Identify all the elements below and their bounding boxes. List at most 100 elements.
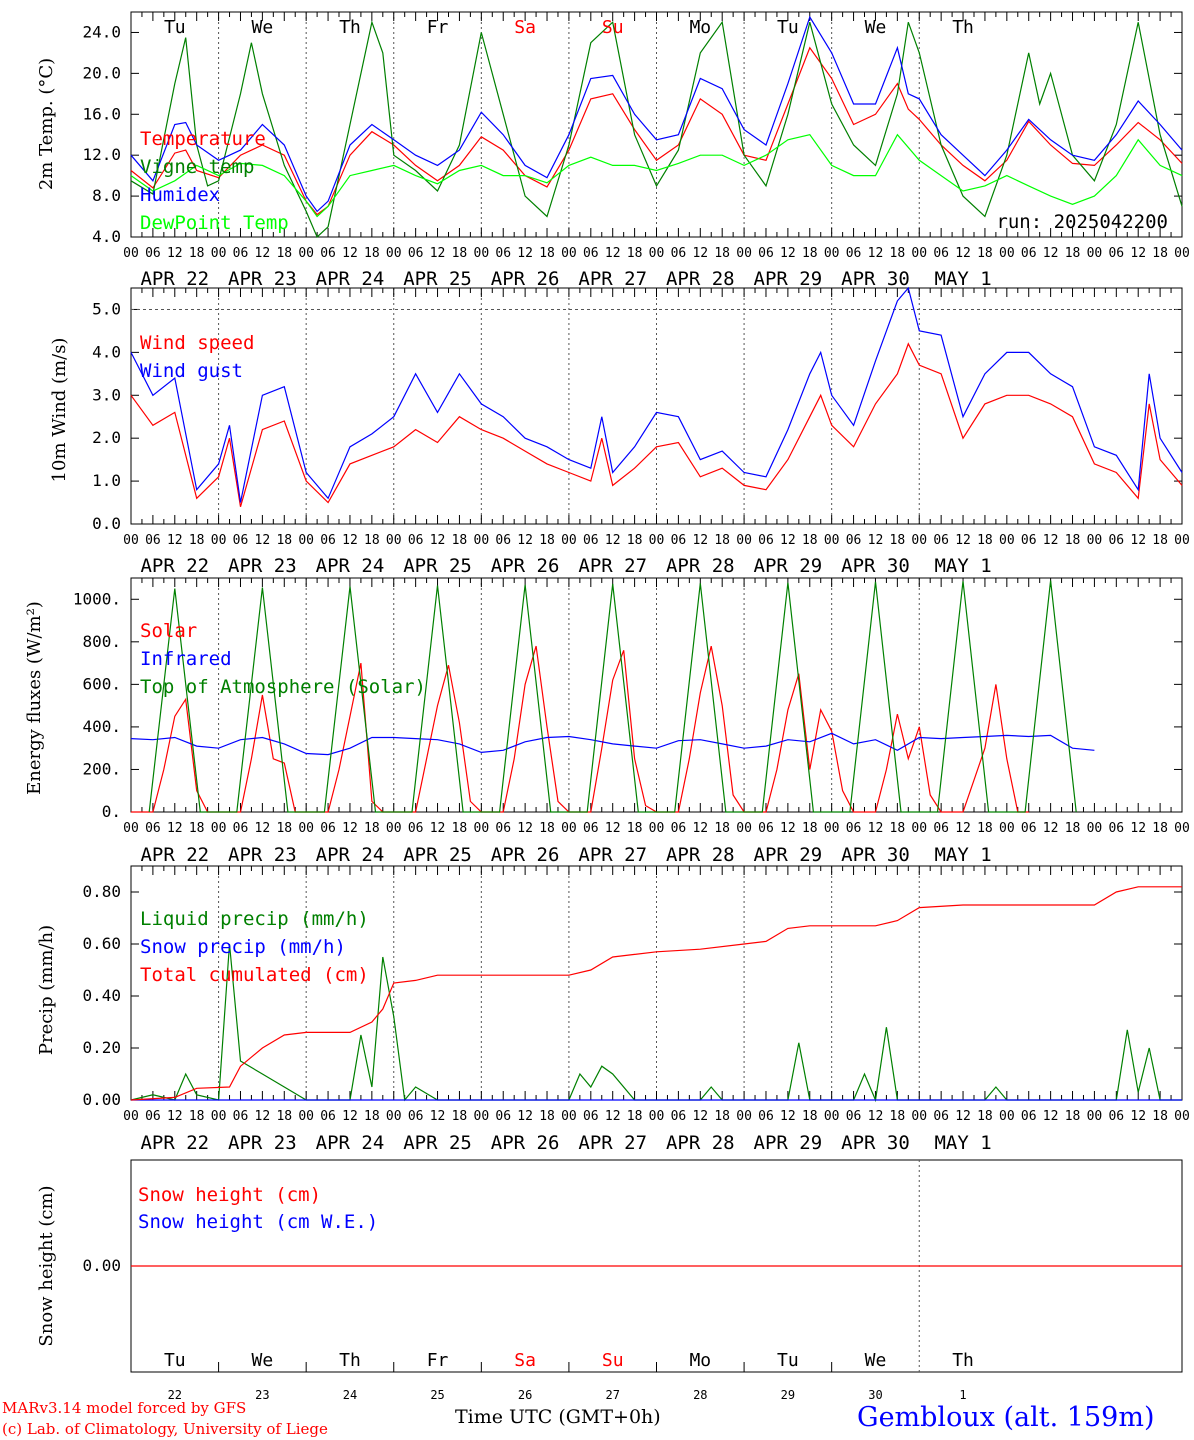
hour-tick-label: 12 — [955, 821, 971, 836]
date-label: APR 30 — [841, 268, 910, 290]
hour-tick-label: 00 — [999, 821, 1015, 836]
series-line-top-of-atmosphere-solar- — [148, 580, 1077, 813]
series-line-liquid-precip-mm-h- — [130, 943, 1182, 1103]
hour-tick-label: 00 — [911, 1109, 927, 1124]
date-label: APR 25 — [403, 844, 472, 866]
date-label: APR 25 — [403, 1132, 472, 1154]
hour-tick-label: 00 — [211, 821, 227, 836]
hour-tick-label: 12 — [517, 1109, 533, 1124]
hour-tick-label: 00 — [999, 1109, 1015, 1124]
hour-tick-label: 06 — [846, 1109, 862, 1124]
hour-tick-label: 06 — [1021, 246, 1037, 261]
y-tick-label: 2.0 — [92, 428, 121, 447]
hour-tick-label: 06 — [233, 246, 249, 261]
date-label: APR 26 — [491, 268, 560, 290]
hour-tick-label: 00 — [1087, 821, 1103, 836]
weekday-label-top: Th — [339, 17, 361, 38]
hour-tick-label: 18 — [1152, 533, 1168, 548]
hour-tick-label: 06 — [233, 1109, 249, 1124]
hour-tick-label: 00 — [649, 533, 665, 548]
hour-tick-label: 12 — [780, 821, 796, 836]
hour-tick-label: 12 — [1043, 821, 1059, 836]
legend-entry: Snow height (cm W.E.) — [138, 1211, 378, 1233]
day-number-label: 27 — [605, 1388, 619, 1402]
run-annotation: run: 2025042200 — [996, 211, 1168, 233]
date-label: APR 29 — [754, 844, 823, 866]
date-label: APR 28 — [666, 268, 735, 290]
y-tick-label: 600. — [82, 674, 121, 693]
weekday-label-bottom: Sa — [514, 1350, 536, 1371]
hour-tick-label: 12 — [692, 821, 708, 836]
weekday-label-top: Su — [602, 17, 624, 38]
hour-tick-label: 18 — [189, 246, 205, 261]
hour-tick-label: 18 — [1152, 821, 1168, 836]
date-label: APR 28 — [666, 555, 735, 577]
weekday-label-top: Mo — [689, 17, 711, 38]
series-line-humidex — [130, 15, 1183, 213]
y-axis-label: Energy fluxes (W/m²) — [24, 601, 45, 795]
hour-tick-label: 12 — [868, 533, 884, 548]
date-label: APR 23 — [228, 555, 297, 577]
hour-tick-label: 12 — [255, 1109, 271, 1124]
hour-tick-label: 18 — [802, 246, 818, 261]
date-label: MAY 1 — [934, 268, 991, 290]
hour-tick-label: 06 — [933, 821, 949, 836]
hour-tick-label: 00 — [561, 1109, 577, 1124]
hour-tick-label: 18 — [627, 1109, 643, 1124]
hour-tick-label: 00 — [561, 246, 577, 261]
y-tick-label: 12.0 — [82, 145, 121, 164]
date-label: APR 24 — [316, 1132, 385, 1154]
hour-tick-label: 06 — [583, 246, 599, 261]
date-label: APR 25 — [403, 555, 472, 577]
hour-tick-label: 00 — [298, 533, 314, 548]
hour-tick-label: 00 — [474, 533, 490, 548]
hour-tick-label: 12 — [517, 533, 533, 548]
hour-tick-label: 18 — [452, 246, 468, 261]
day-number-label: 30 — [868, 1388, 882, 1402]
date-label: MAY 1 — [934, 1132, 991, 1154]
y-tick-label: 0.40 — [82, 986, 121, 1005]
hour-tick-label: 00 — [561, 533, 577, 548]
hour-tick-label: 00 — [824, 821, 840, 836]
hour-tick-label: 12 — [342, 821, 358, 836]
hour-tick-label: 00 — [911, 533, 927, 548]
hour-tick-label: 06 — [145, 246, 161, 261]
weekday-label-top: Tu — [164, 17, 186, 38]
hour-tick-label: 12 — [1043, 533, 1059, 548]
hour-tick-label: 12 — [692, 533, 708, 548]
hour-tick-label: 00 — [649, 246, 665, 261]
y-tick-label: 3.0 — [92, 385, 121, 404]
legend-entry: Wind gust — [140, 360, 243, 382]
hour-tick-label: 00 — [386, 246, 402, 261]
weekday-label-top: We — [865, 17, 887, 38]
hour-tick-label: 06 — [495, 821, 511, 836]
hour-tick-label: 00 — [824, 1109, 840, 1124]
hour-tick-label: 06 — [145, 533, 161, 548]
hour-tick-label: 06 — [1108, 1109, 1124, 1124]
y-tick-label: 0.0 — [92, 514, 121, 533]
hour-tick-label: 06 — [846, 533, 862, 548]
hour-tick-label: 12 — [1043, 246, 1059, 261]
hour-tick-label: 00 — [999, 246, 1015, 261]
hour-tick-label: 00 — [1087, 533, 1103, 548]
hour-tick-label: 00 — [561, 821, 577, 836]
hour-tick-label: 12 — [255, 821, 271, 836]
date-label: APR 27 — [578, 1132, 647, 1154]
weekday-label-bottom: Th — [339, 1350, 361, 1371]
hour-tick-label: 00 — [386, 821, 402, 836]
hour-tick-label: 12 — [167, 246, 183, 261]
hour-tick-label: 06 — [495, 1109, 511, 1124]
hour-tick-label: 12 — [780, 1109, 796, 1124]
y-tick-label: 400. — [82, 717, 121, 736]
hour-tick-label: 00 — [123, 1109, 139, 1124]
hour-tick-label: 00 — [123, 533, 139, 548]
hour-tick-label: 18 — [276, 246, 292, 261]
series-line-dewpoint-temp — [130, 133, 1183, 218]
date-label: APR 27 — [578, 555, 647, 577]
series-line-solar — [131, 645, 1029, 813]
hour-tick-label: 12 — [255, 246, 271, 261]
series-line-wind-gust — [130, 286, 1183, 503]
hour-tick-label: 12 — [868, 1109, 884, 1124]
y-tick-label: 5.0 — [92, 299, 121, 318]
hour-tick-label: 12 — [1130, 1109, 1146, 1124]
